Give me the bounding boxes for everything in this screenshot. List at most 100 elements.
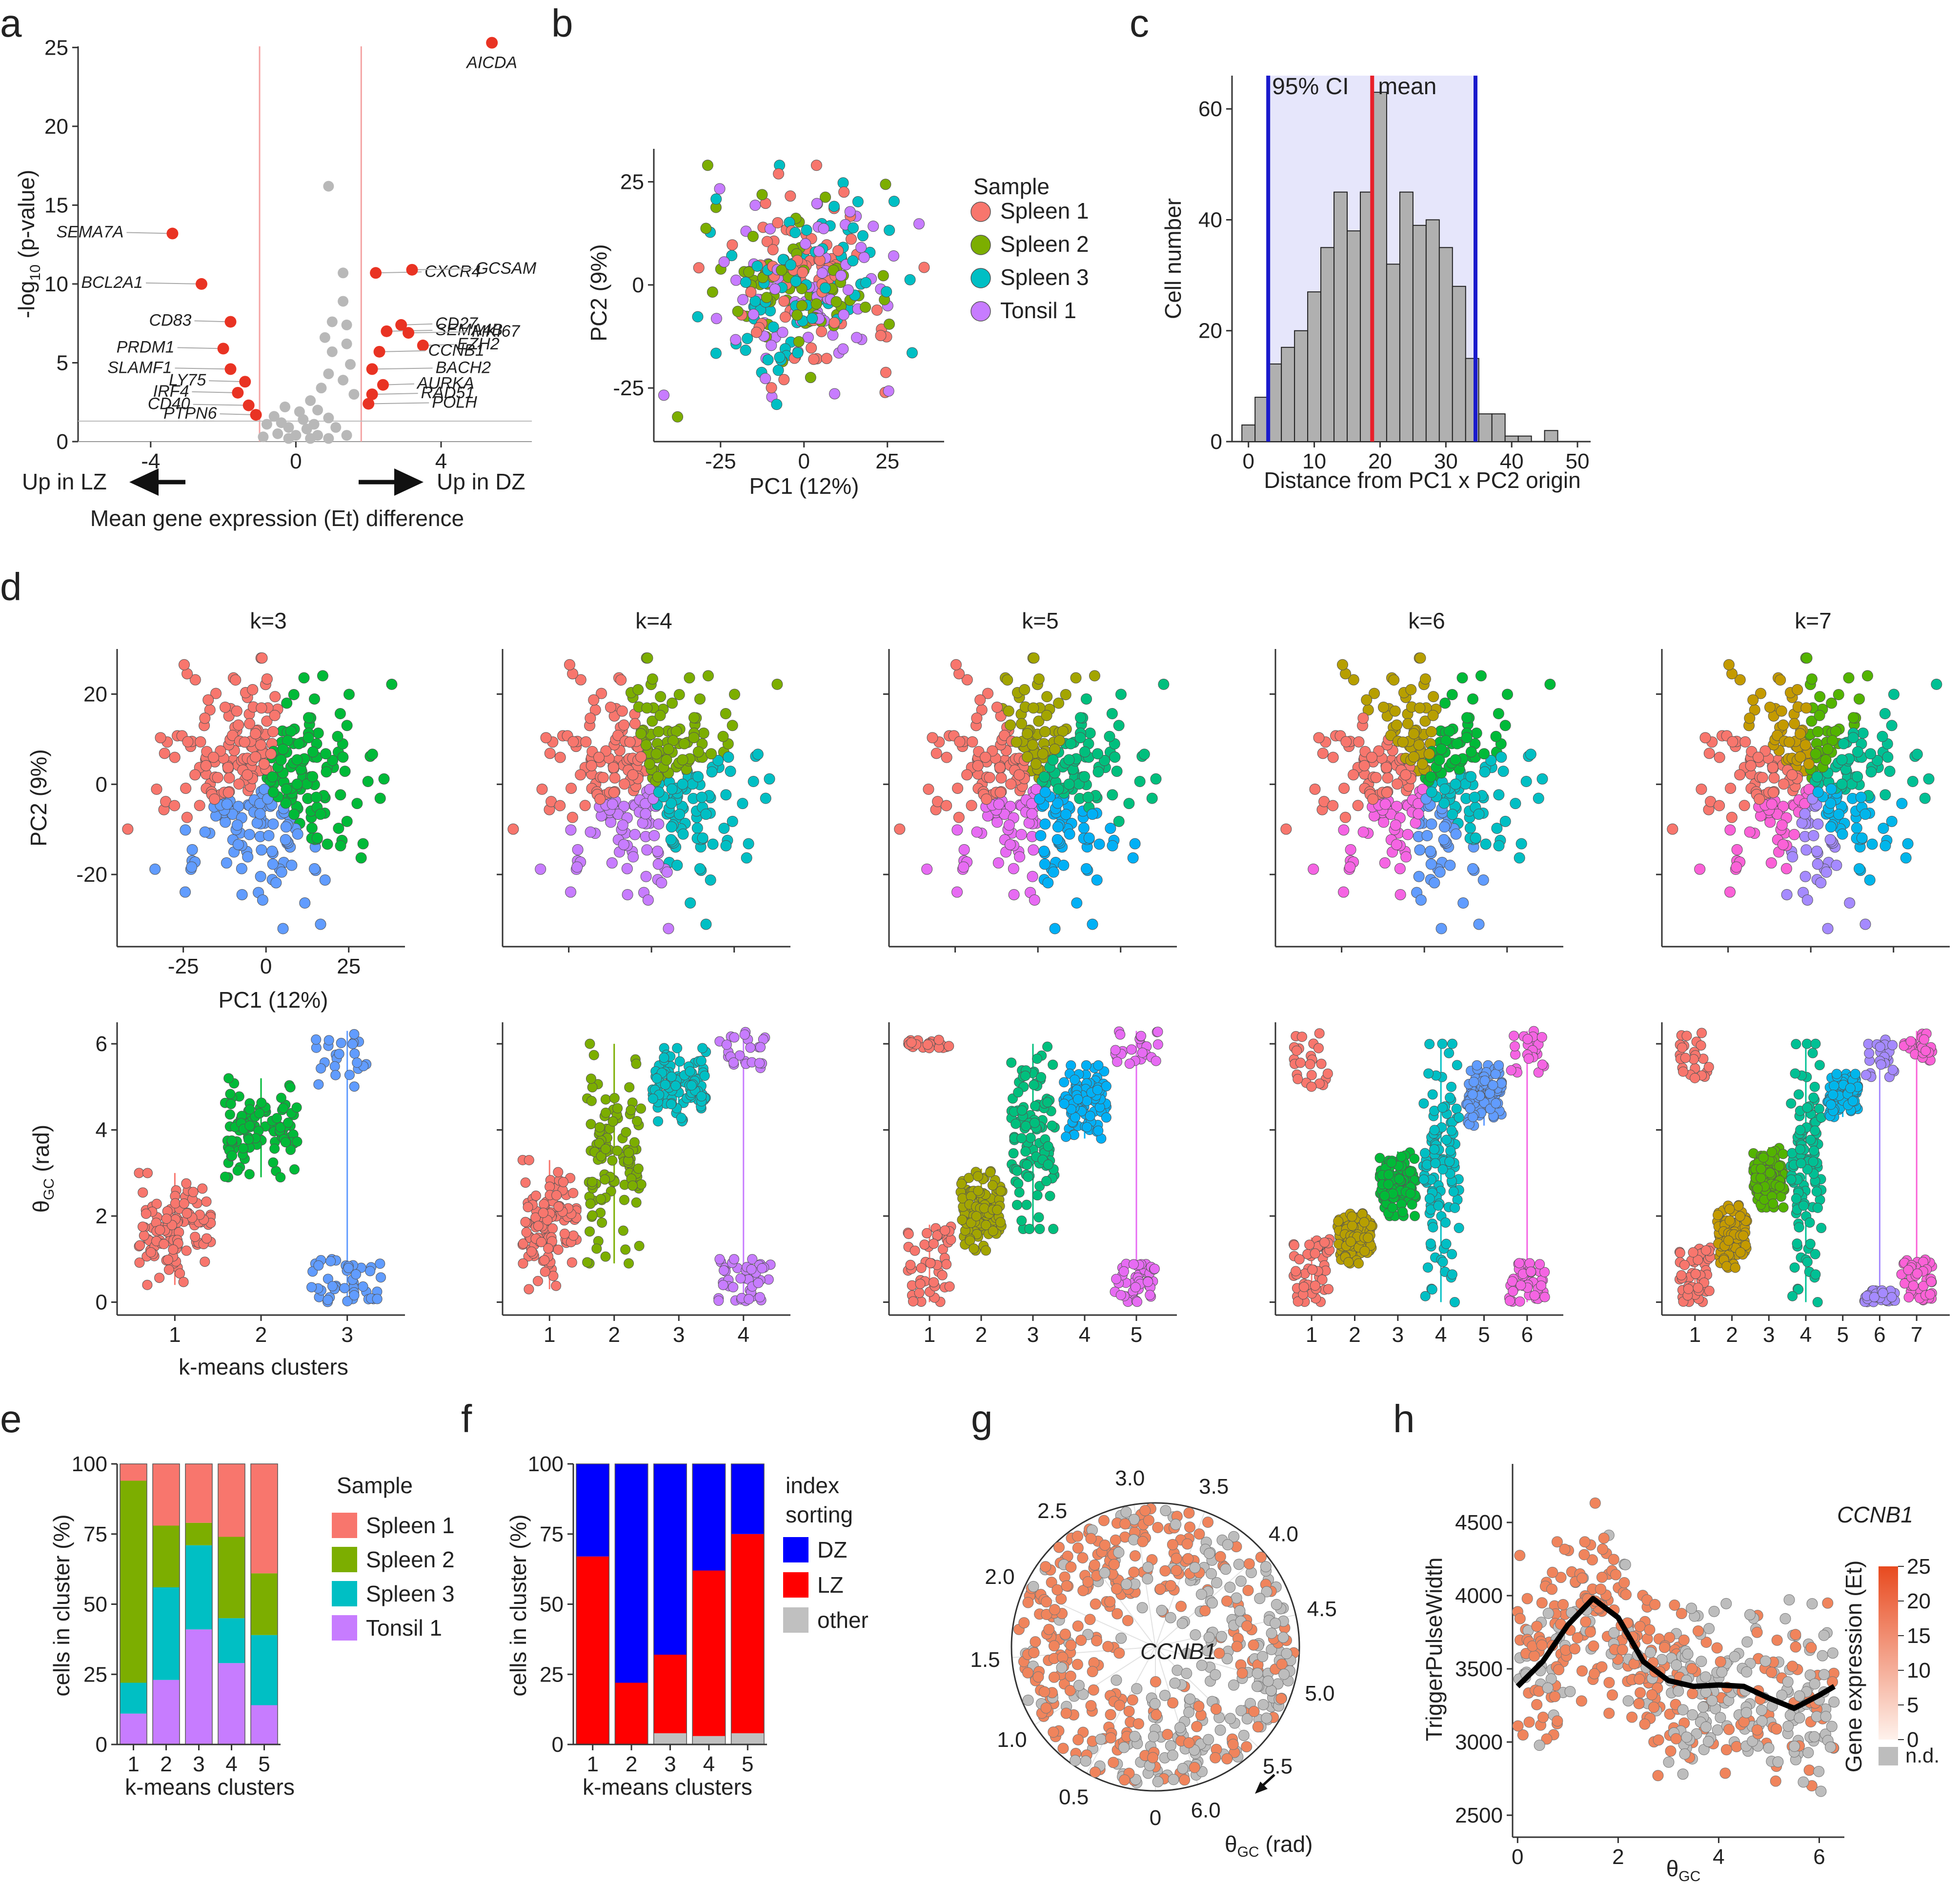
d-theta-point — [1752, 1183, 1763, 1194]
a-gene-point — [261, 419, 272, 430]
d-pca-point — [242, 769, 253, 781]
b-point — [842, 284, 854, 296]
d-pca-point — [1030, 758, 1042, 770]
d-pca-point — [1027, 871, 1038, 882]
d-theta-point — [1677, 1042, 1688, 1053]
d-pca-point — [1038, 846, 1050, 857]
d-pca-point — [1464, 822, 1476, 834]
f-ytick: 100 — [528, 1452, 564, 1476]
d-pca-point — [707, 838, 719, 850]
a-gene-label: PRDM1 — [117, 338, 175, 356]
d-pca-point — [1745, 760, 1757, 771]
f-ytick: 0 — [552, 1733, 564, 1757]
d-theta-point — [653, 1116, 664, 1127]
d-pca-point — [1134, 776, 1146, 788]
d-pca-point — [951, 886, 963, 898]
a-gene-point-highlight — [250, 409, 262, 421]
b-point — [904, 274, 916, 285]
e-y-label: cells in cluster (%) — [49, 1514, 74, 1696]
d-pca-point — [954, 736, 966, 748]
d-theta-point — [1778, 1202, 1789, 1213]
d-theta-point — [1814, 1103, 1824, 1114]
d-theta-point — [1319, 1237, 1330, 1248]
g-point — [1150, 1676, 1161, 1688]
d-pca-point — [606, 798, 618, 810]
d-pca-point — [335, 789, 346, 801]
d-pca-point — [362, 776, 374, 788]
b-point — [813, 245, 825, 257]
b-legend-label: Spleen 2 — [1000, 231, 1089, 257]
c-bar — [1281, 346, 1295, 442]
d-panel-title: k=5 — [1022, 608, 1058, 633]
d-theta-point — [375, 1258, 385, 1269]
d-theta-point — [587, 1176, 598, 1187]
d-theta-point — [585, 1198, 596, 1209]
d-cluster-tick: 3 — [1763, 1323, 1775, 1347]
d-theta-point — [352, 1057, 363, 1068]
d-pca-point — [265, 748, 277, 760]
d-theta-point — [754, 1058, 765, 1069]
d-theta-point — [190, 1232, 201, 1242]
d-theta-point — [1804, 1217, 1815, 1228]
d-pca-point — [232, 839, 244, 851]
d-pca-point — [1070, 672, 1082, 684]
d-pca-point — [1146, 792, 1158, 804]
d-pca-point — [1477, 874, 1489, 886]
d-theta-point — [1294, 1254, 1305, 1265]
e-xtick: 1 — [127, 1752, 139, 1776]
d-pca-point — [1414, 702, 1426, 714]
d-cluster-tick: 4 — [738, 1323, 749, 1347]
d-pca-point — [267, 818, 279, 830]
d-theta-point — [161, 1214, 172, 1224]
d-cluster-tick: 6 — [1521, 1323, 1533, 1347]
e-bar-segment — [218, 1663, 245, 1744]
d-theta-point — [1828, 1090, 1839, 1100]
a-label-leader — [379, 350, 425, 352]
d-pca-point — [1060, 689, 1071, 700]
d-theta-point — [276, 1093, 286, 1103]
d-pca-point — [169, 751, 181, 763]
d-pca-point — [706, 766, 718, 778]
d-pca-point — [319, 874, 331, 886]
d-pca-point — [1049, 743, 1061, 755]
e-bar-segment — [185, 1545, 212, 1630]
d-pca-point — [1886, 720, 1898, 731]
d-theta-point — [1536, 1280, 1547, 1291]
e-legend-label: Spleen 2 — [366, 1547, 455, 1572]
c-bar — [1438, 247, 1453, 442]
d-pca-point — [1501, 689, 1513, 700]
d-pca-point — [186, 844, 198, 855]
d-pca-point — [1836, 754, 1848, 766]
d-panel: k=51 2 3 4 5 — [883, 608, 1177, 1347]
d-pca-point — [233, 719, 244, 731]
d-pca-point — [1510, 798, 1521, 810]
d-theta-point — [1305, 1059, 1315, 1070]
d-pca-point — [666, 821, 677, 833]
d-pca-point — [242, 851, 254, 863]
d-pca-point — [195, 736, 206, 748]
d-pca-point — [1366, 751, 1378, 763]
d-pca-point — [1348, 769, 1359, 781]
g-point — [1184, 1521, 1196, 1533]
d-pca-point — [1877, 730, 1888, 742]
d-theta-point — [1143, 1277, 1153, 1287]
d-pca-point — [1882, 751, 1894, 763]
e-bar-segment — [153, 1464, 180, 1526]
d-pca-point — [1536, 773, 1548, 785]
d-theta-point — [524, 1155, 534, 1166]
a-gene-label: CCNB1 — [428, 341, 485, 360]
a-gene-point — [326, 346, 338, 357]
d-theta-point — [621, 1127, 631, 1137]
d-theta-point — [349, 1290, 360, 1300]
d-pca-point — [507, 823, 519, 835]
d-pca-point — [199, 826, 211, 838]
d-pca-ytick: 20 — [83, 682, 107, 706]
d-pca-point — [629, 718, 641, 730]
d-theta-point — [1124, 1058, 1135, 1069]
d-theta-point — [1145, 1290, 1155, 1300]
d-pca-point — [1039, 858, 1051, 870]
b-point — [821, 353, 832, 365]
d-pca-point — [1467, 863, 1479, 874]
d-theta-point — [313, 1079, 324, 1090]
d-pca-point — [760, 792, 771, 804]
